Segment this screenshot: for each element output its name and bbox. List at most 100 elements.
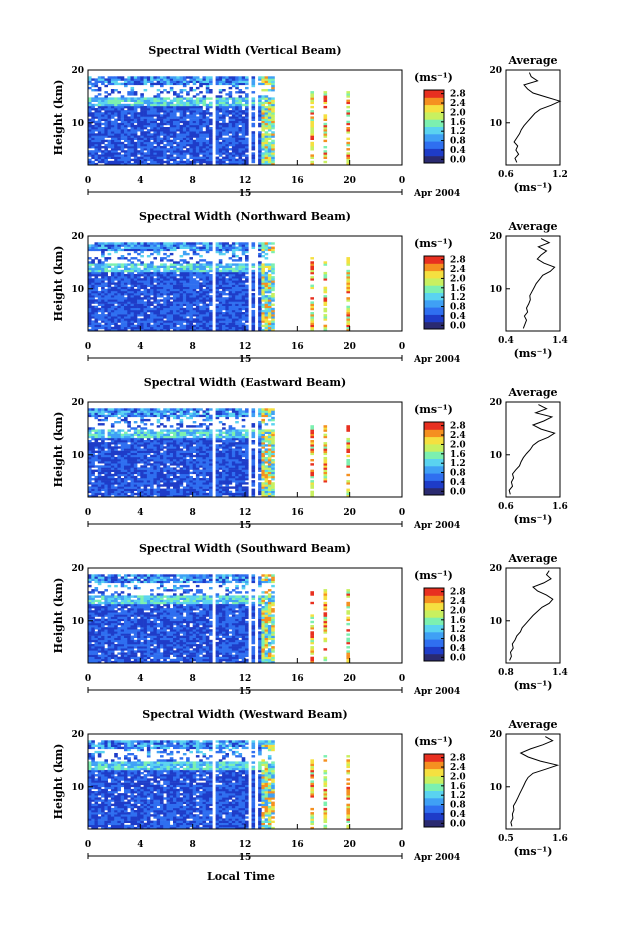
heatmap-cell bbox=[101, 448, 105, 450]
heatmap-cell bbox=[271, 276, 275, 278]
heatmap-cell bbox=[153, 291, 157, 293]
heatmap-cell bbox=[324, 314, 328, 316]
heatmap-cell bbox=[173, 278, 177, 280]
heatmap-cell bbox=[117, 465, 121, 467]
heatmap-cell bbox=[170, 123, 174, 125]
heatmap-cell bbox=[160, 312, 164, 314]
heatmap-cell bbox=[235, 114, 239, 116]
heatmap-cell bbox=[183, 150, 187, 152]
heatmap-cell bbox=[114, 314, 118, 316]
heatmap-cell bbox=[229, 97, 233, 99]
heatmap-cell bbox=[153, 272, 157, 274]
heatmap-cell bbox=[258, 76, 262, 78]
heatmap-cell bbox=[144, 268, 148, 270]
heatmap-cell bbox=[104, 316, 108, 318]
heatmap-cell bbox=[206, 152, 210, 154]
heatmap-cell bbox=[147, 478, 151, 480]
heatmap-cell bbox=[199, 310, 203, 312]
heatmap-cell bbox=[258, 83, 262, 85]
heatmap-cell bbox=[160, 478, 164, 480]
heatmap-cell bbox=[199, 146, 203, 148]
heatmap-cell bbox=[95, 316, 99, 318]
heatmap-cell bbox=[134, 493, 138, 495]
heatmap-cell bbox=[101, 276, 105, 278]
heatmap-cell bbox=[134, 482, 138, 484]
heatmap-cell bbox=[261, 161, 265, 163]
heatmap-cell bbox=[176, 486, 180, 488]
heatmap-cell bbox=[121, 280, 125, 282]
heatmap-cell bbox=[95, 247, 99, 249]
heatmap-cell bbox=[183, 314, 187, 316]
heatmap-cell bbox=[203, 95, 207, 97]
heatmap-cell bbox=[346, 95, 350, 97]
heatmap-cell bbox=[101, 413, 105, 415]
heatmap-cell bbox=[183, 304, 187, 306]
heatmap-cell bbox=[160, 459, 164, 461]
heatmap-cell bbox=[160, 244, 164, 246]
heatmap-cell bbox=[101, 282, 105, 284]
colorbar-tick-label: 0.4 bbox=[450, 146, 466, 156]
heatmap-cell bbox=[108, 297, 112, 299]
heatmap-cell bbox=[219, 259, 223, 261]
colorbar-tick-label: 0.0 bbox=[450, 155, 466, 165]
heatmap-cell bbox=[144, 266, 148, 268]
heatmap-cell bbox=[176, 244, 180, 246]
heatmap-cell bbox=[140, 438, 144, 440]
heatmap-cell bbox=[124, 131, 128, 133]
colorbar: (ms⁻¹)0.00.40.81.21.62.02.42.8 bbox=[414, 71, 466, 165]
heatmap-cell bbox=[219, 135, 223, 137]
heatmap-cell bbox=[101, 446, 105, 448]
heatmap-cell bbox=[127, 289, 131, 291]
heatmap-cell bbox=[95, 486, 99, 488]
heatmap-cell bbox=[173, 76, 177, 78]
heatmap-cell bbox=[98, 108, 102, 110]
heatmap-cell bbox=[147, 429, 151, 431]
heatmap-cell bbox=[150, 301, 154, 303]
heatmap-cell bbox=[117, 474, 121, 476]
heatmap-cell bbox=[104, 121, 108, 123]
heatmap-cell bbox=[88, 282, 92, 284]
heatmap-cell bbox=[167, 114, 171, 116]
heatmap-cell bbox=[153, 295, 157, 297]
heatmap-cell bbox=[117, 293, 121, 295]
heatmap-cell bbox=[114, 486, 118, 488]
heatmap-cell bbox=[258, 150, 262, 152]
heatmap-cell bbox=[235, 102, 239, 104]
heatmap-cell bbox=[216, 142, 220, 144]
colorbar-tick-label: 2.4 bbox=[450, 99, 466, 109]
heatmap-cell bbox=[157, 415, 161, 417]
heatmap-cell bbox=[134, 451, 138, 453]
heatmap-cell bbox=[157, 131, 161, 133]
heatmap-cell bbox=[144, 486, 148, 488]
heatmap-cell bbox=[121, 415, 125, 417]
heatmap-cell bbox=[95, 257, 99, 259]
heatmap-cell bbox=[98, 467, 102, 469]
heatmap-cell bbox=[98, 470, 102, 472]
heatmap-cell bbox=[196, 138, 200, 140]
heatmap-cell bbox=[131, 484, 135, 486]
heatmap-cell bbox=[88, 308, 92, 310]
heatmap-cell bbox=[150, 106, 154, 108]
heatmap-cell bbox=[167, 459, 171, 461]
heatmap-cell bbox=[121, 274, 125, 276]
heatmap-cell bbox=[180, 114, 184, 116]
heatmap-cell bbox=[235, 78, 239, 80]
heatmap-cell bbox=[150, 491, 154, 493]
heatmap-cell bbox=[163, 306, 167, 308]
heatmap-cell bbox=[147, 104, 151, 106]
heatmap-cell bbox=[242, 263, 246, 265]
heatmap-cell bbox=[104, 304, 108, 306]
heatmap-cell bbox=[117, 459, 121, 461]
heatmap-cell bbox=[140, 274, 144, 276]
heatmap-cell bbox=[167, 274, 171, 276]
heatmap-cell bbox=[134, 278, 138, 280]
heatmap-cell bbox=[252, 104, 256, 106]
heatmap-cell bbox=[252, 325, 256, 327]
heatmap-cell bbox=[101, 304, 105, 306]
heatmap-cell bbox=[310, 314, 314, 316]
heatmap-cell bbox=[163, 310, 167, 312]
heatmap-cell bbox=[252, 244, 256, 246]
heatmap-cell bbox=[160, 133, 164, 135]
heatmap-cell bbox=[144, 140, 148, 142]
heatmap-cell bbox=[157, 463, 161, 465]
